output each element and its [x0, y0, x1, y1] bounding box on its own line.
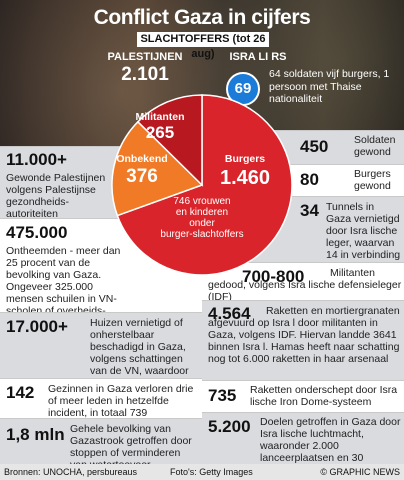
subtitle-badge: SLACHTOFFERS (tot 26 aug): [137, 32, 269, 60]
right-desc-1: Soldaten gewond: [354, 134, 396, 158]
right-num-5: 4.564: [208, 304, 251, 323]
right-row-3: 34 Tunnels in Gaza vernietigd door Isra …: [202, 196, 404, 273]
right-row-7: 5.200 Doelen getroffen in Gaza door Isra…: [202, 412, 404, 480]
left-num-1: 11.000+: [6, 150, 67, 169]
right-desc-4: Militanten gedood, volgens Isra lische d…: [208, 267, 402, 303]
right-num-7: 5.200: [208, 417, 251, 436]
israelis-total-badge: 69: [226, 72, 260, 106]
footer-photos: Foto's: Getty Images: [170, 467, 253, 477]
palestinians-label: PALESTIJNEN: [107, 51, 183, 63]
left-row-5: 1,8 mln Gehele bevolking van Gazastrook …: [0, 418, 202, 471]
left-row-4: 142 Gezinnen in Gaza verloren drie of me…: [0, 378, 202, 431]
right-num-2: 80: [300, 170, 319, 189]
right-row-1: 450 Soldaten gewond: [202, 130, 404, 165]
left-row-2: 475.000 Ontheemden - meer dan 25 procent…: [0, 218, 202, 329]
israelis-desc: 64 soldaten vijf burgers, 1 persoon met …: [269, 68, 390, 105]
footer-credit: © GRAPHIC NEWS: [320, 467, 400, 477]
israelis-label: ISRA LI RS: [229, 51, 287, 63]
page-title: Conflict Gaza in cijfers: [93, 6, 311, 29]
right-num-1: 450: [300, 137, 329, 156]
palestinians-total: 2.101: [121, 64, 169, 85]
right-desc-3: Tunnels in Gaza vernietigd door Isra lis…: [326, 201, 401, 273]
footer: Bronnen: UNOCHA, persbureaus Foto's: Get…: [0, 464, 404, 480]
right-desc-6: Raketten onderschept door Isra lische Ir…: [250, 384, 398, 408]
left-row-3: 17.000+ Huizen vernietigd of onherstelba…: [0, 312, 202, 401]
left-num-2: 475.000: [6, 223, 68, 242]
left-desc-4: Gezinnen in Gaza verloren drie of meer l…: [48, 383, 194, 431]
right-row-5: 4.564 Raketten en mortiergranaten afgevu…: [202, 300, 404, 381]
right-row-6: 735 Raketten onderschept door Isra lisch…: [202, 380, 404, 413]
right-num-6: 735: [208, 386, 237, 405]
left-num-4: 142: [6, 383, 35, 402]
hero-photo: [0, 0, 404, 150]
left-desc-1: Gewonde Palestijnen volgens Palestijnse …: [6, 172, 106, 220]
right-num-3: 34: [300, 201, 319, 220]
left-row-1: 11.000+ Gewonde Palestijnen volgens Pale…: [0, 146, 202, 220]
left-num-5: 1,8 mln: [6, 425, 65, 444]
left-num-3: 17.000+: [6, 317, 68, 336]
right-desc-2: Burgers gewond: [354, 168, 391, 192]
right-desc-5: Raketten en mortiergranaten afgevuurd op…: [208, 305, 400, 365]
right-row-2: 80 Burgers gewond: [202, 164, 404, 197]
right-row-4: 700-800 Militanten gedood, volgens Isra …: [202, 262, 404, 303]
footer-sources: Bronnen: UNOCHA, persbureaus: [4, 467, 138, 477]
